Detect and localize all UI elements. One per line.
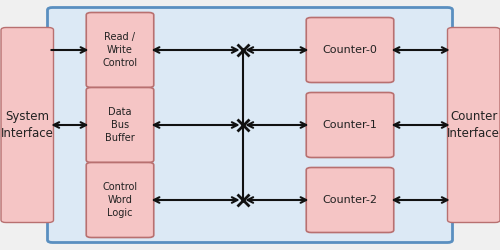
Text: Data
Bus
Buffer: Data Bus Buffer: [105, 107, 135, 143]
FancyBboxPatch shape: [448, 28, 500, 222]
Text: Counter
Interface: Counter Interface: [448, 110, 500, 140]
FancyBboxPatch shape: [86, 88, 154, 162]
Text: Counter-2: Counter-2: [322, 195, 378, 205]
Text: Read /
Write
Control: Read / Write Control: [102, 32, 138, 68]
FancyBboxPatch shape: [306, 18, 394, 82]
Text: Control
Word
Logic: Control Word Logic: [102, 182, 138, 218]
FancyBboxPatch shape: [86, 12, 154, 88]
Text: System
Interface: System Interface: [1, 110, 54, 140]
Text: Counter-0: Counter-0: [322, 45, 378, 55]
FancyBboxPatch shape: [306, 92, 394, 158]
Text: Counter-1: Counter-1: [322, 120, 378, 130]
FancyBboxPatch shape: [86, 162, 154, 238]
FancyBboxPatch shape: [306, 168, 394, 232]
FancyBboxPatch shape: [1, 28, 54, 222]
FancyBboxPatch shape: [48, 8, 452, 242]
